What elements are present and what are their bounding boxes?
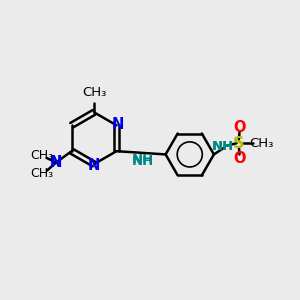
Text: CH₃: CH₃ [30,167,53,180]
Text: N: N [112,117,124,132]
Text: NH: NH [131,155,154,168]
Text: NH: NH [212,140,234,153]
Text: N: N [50,155,62,170]
Text: N: N [88,158,100,173]
Text: CH₃: CH₃ [250,137,274,150]
Text: NH: NH [131,153,154,166]
Text: NH: NH [212,140,234,153]
Text: CH₃: CH₃ [31,149,54,162]
Text: CH₃: CH₃ [82,86,106,99]
Text: S: S [233,136,245,151]
Text: N: N [50,155,62,170]
Text: O: O [233,120,246,135]
Text: O: O [233,151,246,166]
